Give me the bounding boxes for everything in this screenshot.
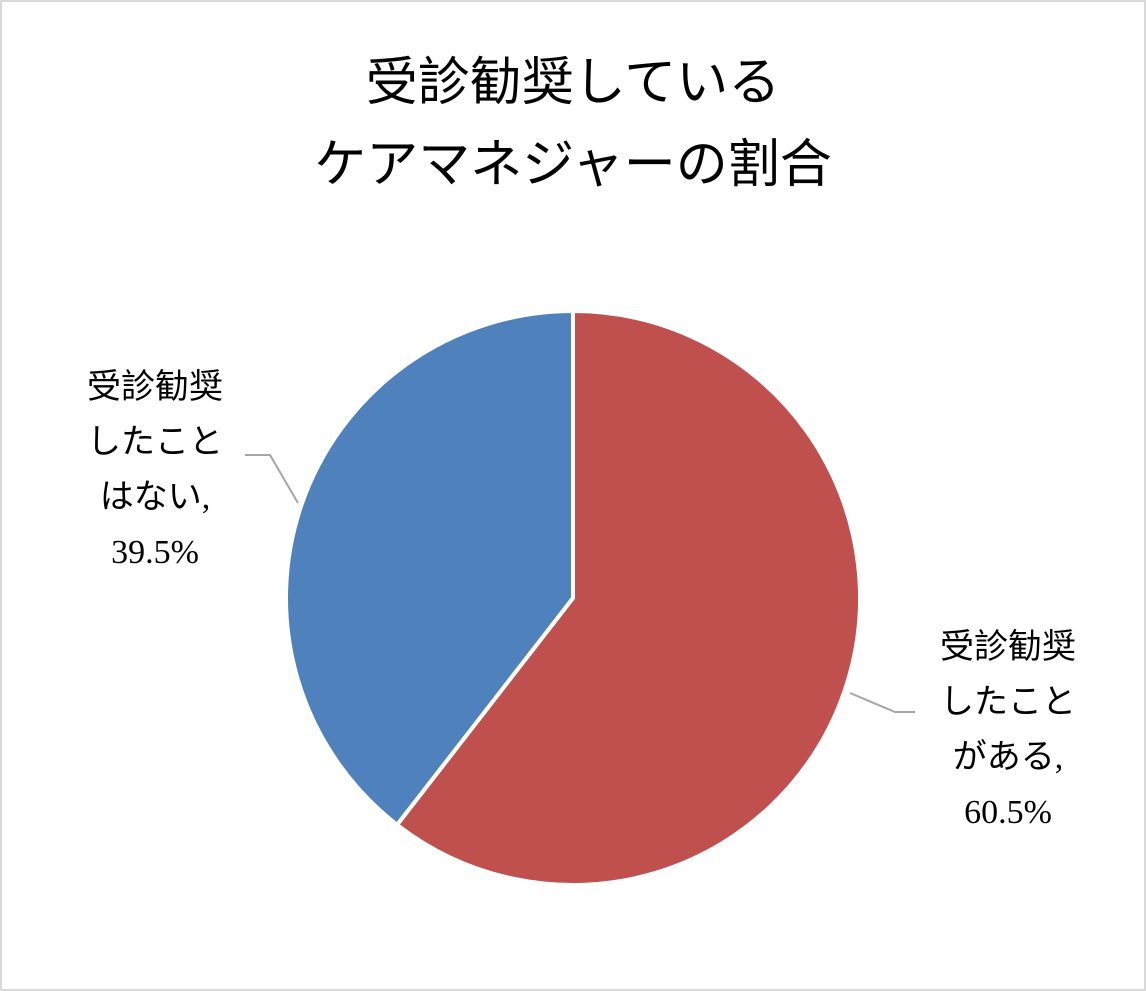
data-label: 受診勧奨したことはない, 39.5% xyxy=(75,360,235,580)
value-label: 60.5% xyxy=(964,794,1052,831)
category-label: 受診勧奨したことがある xyxy=(940,629,1076,776)
leader-line xyxy=(849,692,915,713)
category-label: 受診勧奨したことはない xyxy=(87,369,223,516)
chart-title: ケアマネジャーの割合 xyxy=(314,137,831,194)
pie-slice xyxy=(284,309,575,827)
separator: , xyxy=(201,479,211,516)
value-label: 39.5% xyxy=(111,534,199,571)
data-label: 受診勧奨したことがある, 60.5% xyxy=(928,620,1088,840)
separator: , xyxy=(1054,739,1064,776)
pie-slice xyxy=(395,309,862,887)
leader-line xyxy=(245,454,299,504)
chart-title: 受診勧奨している xyxy=(366,55,780,112)
